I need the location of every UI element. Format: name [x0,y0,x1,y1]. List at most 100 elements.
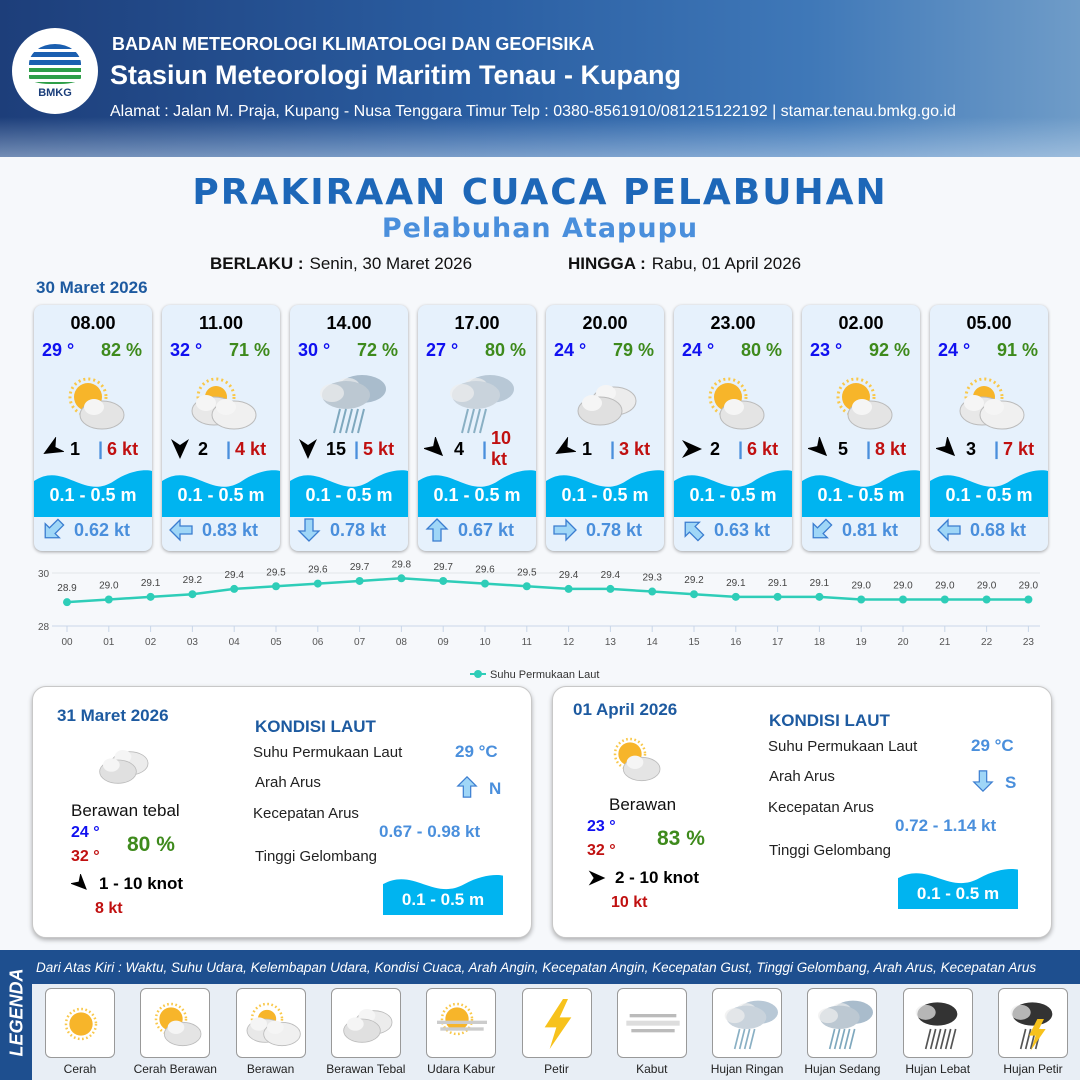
data-point[interactable] [397,574,406,583]
gust-speed: 10 kt [611,894,648,911]
data-label: 29.0 [1019,581,1039,592]
wave-icon [418,470,536,517]
banner-background [0,117,1080,157]
legend-item: Hujan Lebat [898,988,978,1076]
x-tick-label: 15 [688,637,700,648]
current-speed: 0.67 - 0.98 kt [379,822,481,841]
data-point[interactable] [648,587,657,596]
data-point[interactable] [857,595,866,604]
gust-speed: 10 kt [491,428,512,469]
wind-info: 2 - 10 knot [587,868,699,888]
weather-icon [698,367,770,439]
logo-text: BMKG [38,86,72,99]
forecast-time: 05.00 [966,313,1012,333]
cerah-berawan-icon [708,377,765,430]
weather-icon [314,367,386,439]
data-point[interactable] [313,579,322,588]
data-point[interactable] [1024,595,1033,604]
valid-from-label: BERLAKU : [210,254,304,273]
wave-label: Tinggi Gelombang [769,842,892,859]
org-name: BADAN METEOROLOGI KLIMATOLOGI DAN GEOFIS… [112,34,595,54]
current-direction-icon [553,518,577,542]
current-direction-icon [425,518,449,542]
wind-direction-icon [808,437,828,457]
current-direction-icon [456,775,478,798]
condition: Berawan [609,795,677,814]
data-point[interactable] [481,579,489,588]
wind-info: 5 | 8 kt [808,437,916,461]
data-point[interactable] [439,576,448,585]
weather-icon [826,367,898,439]
legend-icon-box [330,988,401,1058]
port-name: Pelabuhan Atapupu [381,213,699,244]
data-label: 29.1 [810,578,830,589]
data-point[interactable] [606,584,615,593]
legend: LEGENDA Dari Atas Kiri : Waktu, Suhu Uda… [0,950,1080,1080]
data-point[interactable] [104,595,113,604]
data-point[interactable] [731,592,740,601]
data-point[interactable] [230,584,239,593]
wave-height: 0.1 - 0.5 m [49,485,137,505]
data-label: 29.4 [224,570,244,581]
x-tick-label: 19 [856,637,868,648]
legend-label[interactable]: Suhu Permukaan Laut [490,669,599,681]
data-point[interactable] [272,582,280,591]
data-label: 29.0 [893,581,913,592]
legend-item-label: Hujan Ringan [710,1062,784,1076]
legend-item-label: Hujan Petir [1003,1062,1063,1076]
valid-to: HINGGA : Rabu, 01 April 2026 [568,254,801,274]
wind-speed: 1 [582,438,593,459]
wind-direction-icon [588,870,606,886]
current-direction-icon [812,518,833,539]
hujan-lebat-icon [915,1002,958,1050]
separator: | [481,438,488,459]
wave-icon [290,470,408,517]
legend-icon-box [426,988,497,1058]
air-temperature: 24 ° [682,340,715,360]
air-temperature: 32 ° [170,340,203,360]
wave-height: 0.1 - 0.5 m [433,485,521,505]
data-point[interactable] [146,592,155,601]
sea-heading: KONDISI LAUT [769,711,890,730]
wind-info: 1 | 6 kt [40,437,148,461]
data-label: 29.1 [768,578,788,589]
wave-height: 0.1 - 0.5 m [817,485,905,505]
wave-height: 0.1 - 0.5 m [916,884,1000,903]
wind-range: 1 - 10 knot [99,874,184,893]
forecast-time: 02.00 [838,313,884,333]
data-point[interactable] [690,590,698,599]
gust-speed: 8 kt [875,438,907,459]
data-point[interactable] [522,582,531,591]
sst-value: 29 °C [971,736,1014,755]
current-speed-label: Kecepatan Arus [768,799,874,816]
current-info: 0.63 kt [680,517,770,543]
data-point[interactable] [815,592,824,601]
data-point[interactable] [188,590,197,599]
panel-date: 31 Maret 2026 [57,706,169,725]
current-direction-icon [972,770,994,793]
wave-height: 0.1 - 0.5 m [177,485,265,505]
data-point[interactable] [63,598,71,607]
current-direction-icon [684,521,705,542]
legend-item-label: Cerah [63,1062,97,1076]
x-tick-label: 14 [647,637,659,648]
data-point[interactable] [564,584,573,593]
data-point[interactable] [899,595,907,604]
legend-item-label: Berawan Tebal [326,1062,406,1076]
current-speed: 0.78 kt [330,519,387,540]
wave-height: 0.1 - 0.5 m [945,485,1033,505]
data-point[interactable] [355,576,364,585]
y-tick-label: 30 [38,569,50,580]
x-tick-label: 16 [730,637,742,648]
legend-item: Kabut [612,988,692,1076]
x-tick-label: 10 [479,637,491,648]
x-tick-label: 11 [522,637,533,648]
data-point[interactable] [940,595,949,604]
data-point[interactable] [982,595,991,604]
gust-speed: 5 kt [363,438,395,459]
current-speed: 0.68 kt [970,519,1027,540]
bmkg-logo: BMKG [12,28,98,114]
data-point[interactable] [773,592,782,601]
humidity: 92 % [868,340,910,360]
sea-heading: KONDISI LAUT [255,717,376,736]
